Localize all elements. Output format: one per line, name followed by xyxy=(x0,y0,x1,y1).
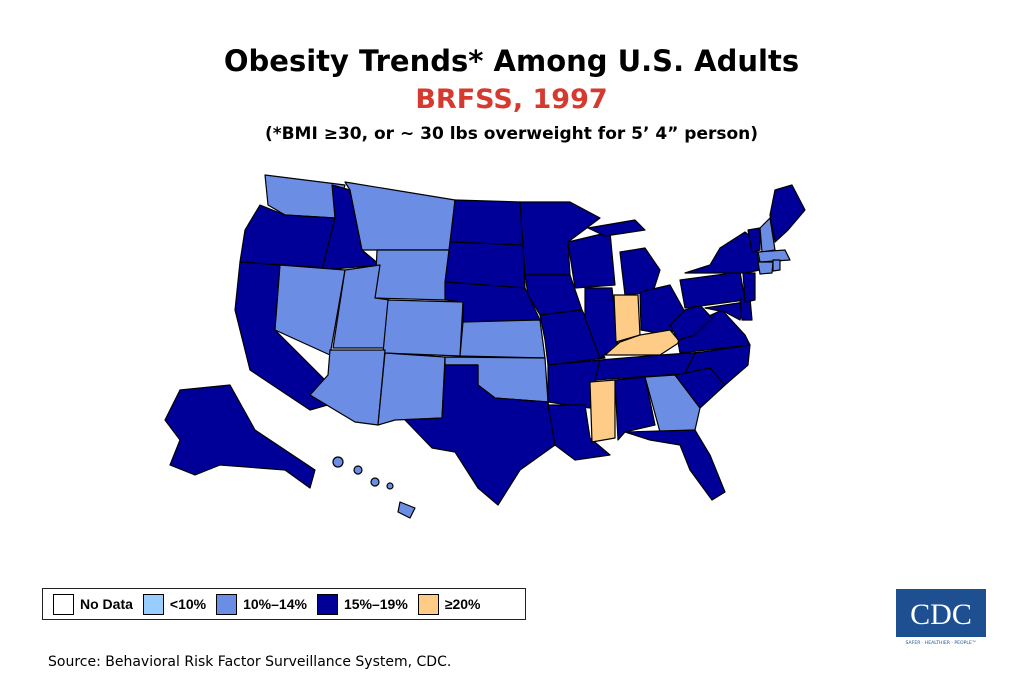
us-obesity-map xyxy=(164,174,806,519)
state-ms xyxy=(589,379,616,443)
legend-label: <10% xyxy=(169,596,207,612)
state-nd xyxy=(449,199,524,246)
legend-label: 15%–19% xyxy=(343,596,408,612)
state-md xyxy=(704,301,746,321)
cdc-logo-text: CDC xyxy=(910,598,972,631)
legend-label: ≥20% xyxy=(444,596,481,612)
state-ak xyxy=(164,384,316,489)
state-wy xyxy=(374,249,451,301)
state-vt xyxy=(747,227,761,253)
state-ri xyxy=(772,259,781,272)
state-tx xyxy=(404,364,556,506)
state-sd xyxy=(444,241,526,289)
legend-swatch xyxy=(316,593,338,615)
state-ma xyxy=(757,249,791,263)
map-subtitle: BRFSS, 1997 xyxy=(415,84,608,115)
state-ks xyxy=(459,319,546,359)
legend-no-data: No Data xyxy=(53,593,133,615)
state-wi xyxy=(567,231,616,289)
state-az xyxy=(309,349,386,426)
cdc-logo-tagline: SAFER · HEALTHIER · PEOPLE™ xyxy=(906,640,977,646)
map-footnote: (*BMI ≥30, or ~ 30 lbs overweight for 5’… xyxy=(264,124,759,144)
state-fl xyxy=(624,429,726,501)
map-title: Obesity Trends* Among U.S. Adults xyxy=(223,44,800,78)
state-mo xyxy=(539,309,606,366)
cdc-logo-background xyxy=(896,589,986,637)
state-la xyxy=(547,404,611,461)
state-co xyxy=(382,299,464,357)
state-ny xyxy=(684,231,761,274)
state-mt xyxy=(344,181,456,251)
state-wv xyxy=(669,304,713,341)
legend-swatch xyxy=(417,593,439,615)
state-al xyxy=(614,376,656,441)
map-legend: No Data <10% 10%–14% 15%–19% ≥20% xyxy=(42,588,526,620)
legend-15-19: 15%–19% xyxy=(316,593,408,615)
legend-10-14: 10%–14% xyxy=(216,593,307,615)
state-hi xyxy=(332,456,416,519)
state-ct xyxy=(757,261,774,275)
source-note: Source: Behavioral Risk Factor Surveilla… xyxy=(48,654,452,670)
state-ga xyxy=(644,374,701,433)
state-nm xyxy=(377,352,446,426)
legend-ge20: ≥20% xyxy=(417,593,481,615)
legend-swatch xyxy=(142,593,164,615)
state-nj xyxy=(742,272,756,303)
state-pa xyxy=(679,271,746,309)
state-mn xyxy=(519,201,601,276)
legend-swatch xyxy=(216,593,238,615)
legend-lt10: <10% xyxy=(142,593,207,615)
cdc-logo: CDC SAFER · HEALTHIER · PEOPLE™ xyxy=(896,589,986,646)
legend-swatch xyxy=(53,593,74,615)
state-nh xyxy=(759,217,776,253)
state-me xyxy=(769,184,806,243)
legend-label: 10%–14% xyxy=(243,596,307,612)
legend-label: No Data xyxy=(80,596,133,612)
state-in xyxy=(613,294,641,343)
state-ar xyxy=(547,359,601,409)
